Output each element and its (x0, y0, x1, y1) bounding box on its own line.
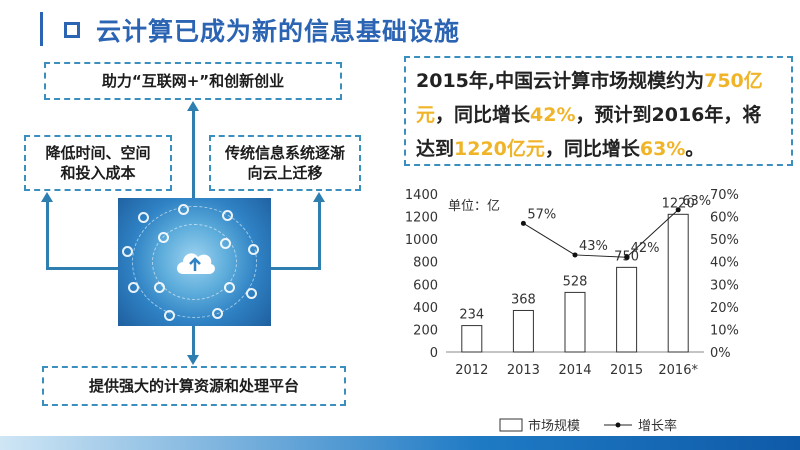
arrow-left-horizontal (46, 267, 118, 270)
title-square-icon (64, 22, 80, 38)
summary-highlight: 750亿 (704, 70, 763, 92)
summary-text: 达到 (416, 138, 455, 160)
benefit-box-top: 助力“互联网+”和创新创业 (44, 62, 342, 100)
arrow-left-vertical (46, 201, 49, 270)
bar (564, 291, 586, 353)
left-tick-label: 1200 (405, 211, 438, 226)
left-tick-label: 200 (413, 323, 438, 338)
growth-rate-label: 43% (579, 239, 608, 254)
growth-rate-point (520, 220, 526, 226)
summary-line-3: 达到1220亿元，同比增长63%。 (416, 132, 781, 166)
bar-value-label: 234 (459, 308, 484, 323)
right-tick-label: 20% (710, 301, 739, 316)
title-bar: 云计算已成为新的信息基础设施 (40, 8, 560, 48)
summary-highlight: 63% (639, 138, 686, 160)
bar-value-label: 528 (563, 274, 588, 289)
arrow-head-bottom (187, 355, 199, 365)
bar-value-label: 1220 (662, 196, 695, 211)
benefit-right-line1: 传统信息系统逐渐 (224, 144, 345, 162)
growth-rate-label: 63% (682, 194, 711, 209)
growth-rate-point (675, 207, 681, 213)
right-tick-label: 40% (710, 256, 739, 271)
bar (616, 266, 638, 353)
benefit-top-text: 助力“互联网+”和创新创业 (101, 72, 285, 90)
growth-rate-line (523, 209, 679, 258)
arrow-head-right (313, 192, 325, 202)
x-tick-label: 2014 (558, 363, 591, 378)
summary-text: 。 (685, 138, 705, 160)
legend-bar-label: 市场规模 (528, 418, 580, 434)
left-tick-label: 600 (413, 278, 438, 293)
bar (461, 325, 483, 353)
arrow-head-top (187, 101, 199, 111)
summary-highlight: 42% (530, 104, 576, 126)
left-tick-label: 0 (430, 346, 438, 361)
x-tick-label: 2012 (455, 363, 488, 378)
x-tick-label: 2015 (610, 363, 643, 378)
cloud-icon (177, 253, 215, 274)
benefit-right-line2: 向云上迁移 (247, 164, 323, 182)
benefit-box-right: 传统信息系统逐渐 向云上迁移 (209, 135, 361, 191)
bar (667, 213, 689, 353)
summary-text: 2015年,中国云计算市场规模约为 (416, 70, 705, 92)
cloud-network-image (118, 198, 271, 326)
growth-rate-label: 42% (631, 241, 660, 256)
benefit-box-bottom: 提供强大的计算资源和处理平台 (42, 366, 346, 406)
benefit-left-line2: 和投入成本 (60, 164, 136, 182)
bar (512, 309, 534, 353)
legend-line-label: 增长率 (638, 418, 677, 434)
summary-highlight: 元 (416, 104, 436, 126)
left-tick-label: 1000 (405, 233, 438, 248)
footer-strip (0, 436, 800, 450)
right-tick-label: 70% (710, 188, 739, 203)
arrow-down-to-bottom (192, 326, 195, 356)
x-tick-label: 2013 (507, 363, 540, 378)
summary-highlight: 1220亿元 (454, 138, 545, 160)
summary-text: ，预计到2016年，将 (575, 104, 762, 126)
growth-rate-point (572, 252, 578, 258)
market-size-chart: 0 200 400 600 800 1000 1200 1400 0% 10% 20% 30% 40% 5… (405, 188, 739, 434)
right-tick-label: 50% (710, 233, 739, 248)
arrow-right-horizontal (271, 267, 321, 270)
arrow-head-left (41, 192, 53, 202)
left-tick-label: 400 (413, 301, 438, 316)
unit-label: 单位：亿 (448, 199, 500, 214)
summary-box: 2015年,中国云计算市场规模约为750亿 元，同比增长42%，预计到2016年… (404, 56, 793, 166)
summary-text: ，同比增长 (544, 138, 640, 160)
bar-value-label: 368 (511, 292, 536, 307)
page-title: 云计算已成为新的信息基础设施 (96, 17, 461, 46)
legend-bar-swatch (499, 418, 523, 432)
benefit-box-left: 降低时间、空间 和投入成本 (24, 135, 172, 191)
right-tick-label: 60% (710, 211, 739, 226)
right-tick-label: 0% (710, 346, 731, 361)
right-tick-label: 30% (710, 278, 739, 293)
left-tick-label: 1400 (405, 188, 438, 203)
benefit-bottom-text: 提供强大的计算资源和处理平台 (88, 377, 299, 395)
legend-line-marker (615, 422, 621, 428)
left-tick-label: 800 (413, 256, 438, 271)
summary-line-2: 元，同比增长42%，预计到2016年，将 (416, 98, 781, 132)
arrow-right-vertical (318, 201, 321, 270)
x-tick-label: 2016* (658, 363, 698, 378)
growth-rate-point (624, 254, 630, 260)
arrow-up-to-top (192, 110, 195, 198)
right-tick-label: 10% (710, 323, 739, 338)
summary-text: ，同比增长 (435, 104, 531, 126)
summary-line-1: 2015年,中国云计算市场规模约为750亿 (416, 64, 781, 98)
title-accent-bar (40, 12, 43, 46)
growth-rate-label: 57% (527, 207, 556, 222)
benefit-left-line1: 降低时间、空间 (45, 144, 151, 162)
